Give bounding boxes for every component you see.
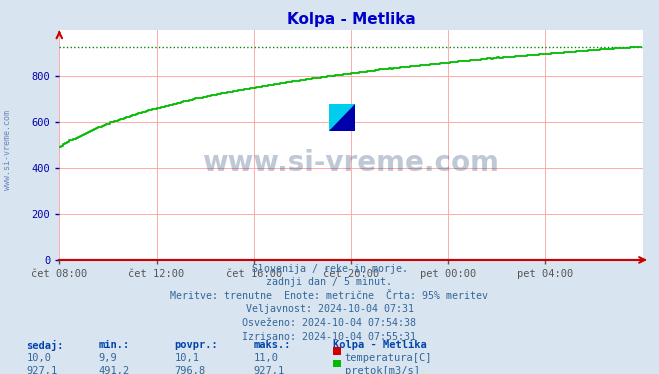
Text: 11,0: 11,0 xyxy=(254,353,279,364)
Polygon shape xyxy=(329,104,355,131)
Text: min.:: min.: xyxy=(99,340,130,350)
Text: sedaj:: sedaj: xyxy=(26,340,64,350)
Text: povpr.:: povpr.: xyxy=(175,340,218,350)
Title: Kolpa - Metlika: Kolpa - Metlika xyxy=(287,12,415,27)
Text: 796,8: 796,8 xyxy=(175,366,206,374)
Text: 10,1: 10,1 xyxy=(175,353,200,364)
Text: pretok[m3/s]: pretok[m3/s] xyxy=(345,366,420,374)
Text: 9,9: 9,9 xyxy=(99,353,117,364)
Text: 10,0: 10,0 xyxy=(26,353,51,364)
Text: www.si-vreme.com: www.si-vreme.com xyxy=(3,110,13,190)
Polygon shape xyxy=(329,104,355,131)
Text: maks.:: maks.: xyxy=(254,340,291,350)
Text: www.si-vreme.com: www.si-vreme.com xyxy=(202,149,500,177)
Text: Kolpa - Metlika: Kolpa - Metlika xyxy=(333,340,426,350)
Text: 491,2: 491,2 xyxy=(99,366,130,374)
Polygon shape xyxy=(329,104,355,131)
Text: 927,1: 927,1 xyxy=(26,366,57,374)
Text: 927,1: 927,1 xyxy=(254,366,285,374)
Text: temperatura[C]: temperatura[C] xyxy=(345,353,432,364)
Text: Slovenija / reke in morje.
zadnji dan / 5 minut.
Meritve: trenutne  Enote: metri: Slovenija / reke in morje. zadnji dan / … xyxy=(171,264,488,342)
